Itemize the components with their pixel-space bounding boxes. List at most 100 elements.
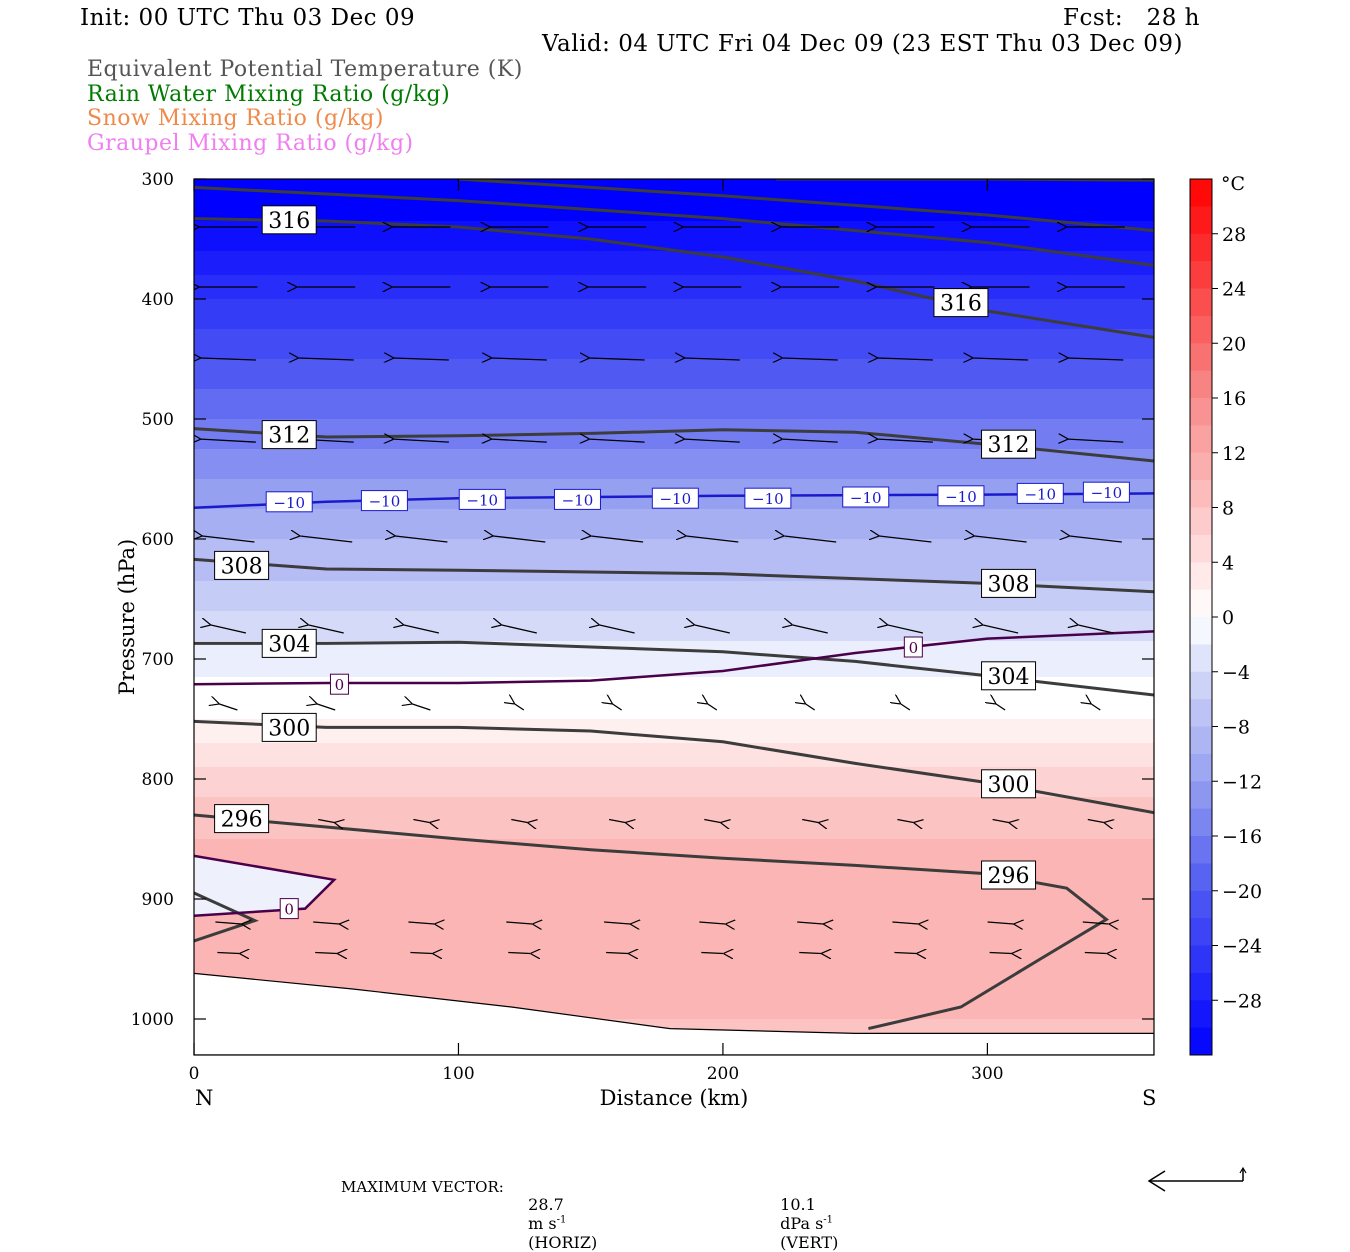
wind-vector: [394, 439, 449, 442]
colorbar-tick-label: −24: [1222, 936, 1262, 958]
temperature-band: [194, 383, 1154, 390]
temperature-band: [194, 251, 1154, 258]
wind-vector: [410, 953, 432, 954]
colorbar-swatch: [1190, 781, 1212, 810]
wind-vector: [317, 704, 336, 711]
colorbar-tick-label: 16: [1222, 388, 1246, 410]
wind-vector: [983, 625, 1019, 634]
reference-vector-icon: [1147, 1166, 1247, 1192]
temperature-band: [194, 635, 1154, 642]
temperature-band: [194, 611, 1154, 618]
theta-e-contour: [194, 891, 259, 943]
x-end-label-north: N: [195, 1086, 213, 1110]
wind-vector: [508, 953, 530, 954]
wind-vector: [613, 704, 622, 711]
theta-e-contour: [194, 185, 1154, 267]
colorbar-swatch: [1190, 343, 1212, 372]
wind-vector: [897, 820, 913, 823]
wind-vector: [315, 953, 337, 954]
temperature-band: [194, 323, 1154, 330]
colorbar-swatch: [1190, 370, 1212, 399]
temperature-label-box: [329, 673, 349, 695]
wind-vector: [408, 922, 434, 924]
wind-vector: [1068, 439, 1124, 442]
temperature-band: [194, 557, 1154, 564]
temperature-band: [194, 185, 1154, 192]
wind-vector: [217, 953, 239, 954]
temperature-band: [194, 239, 1154, 246]
colorbar-swatch: [1190, 836, 1212, 864]
temperature-contour-label: −10: [273, 494, 305, 512]
temperature-band: [194, 389, 1154, 396]
temperature-band: [194, 413, 1154, 420]
temperature-band: [194, 683, 1154, 690]
temperature-band: [194, 455, 1154, 462]
wind-vector: [888, 625, 924, 634]
temperature-contour-label: −10: [466, 491, 498, 509]
temperature-band: [194, 881, 1154, 888]
colorbar-swatch: [1190, 562, 1212, 591]
temperature-band: [194, 359, 1154, 366]
wind-vector: [799, 953, 821, 954]
temperature-band: [194, 899, 1154, 906]
temperature-band: [194, 431, 1154, 438]
legend-graupel: Graupel Mixing Ratio (g/kg): [87, 131, 414, 156]
temperature-contour: [194, 854, 337, 918]
wind-vector: [901, 704, 911, 711]
temperature-band: [194, 827, 1154, 834]
theta-e-contour-label: 312: [268, 424, 310, 449]
temperature-band: [194, 965, 1154, 972]
temperature-label-box: [842, 486, 890, 508]
theta-e-label-box: [214, 804, 270, 834]
cold-pocket: [194, 855, 335, 916]
temperature-band: [194, 425, 1154, 432]
temperature-band: [194, 545, 1154, 552]
theta-e-contour-label: 312: [988, 433, 1030, 458]
max-vector-label: MAXIMUM VECTOR:: [341, 1178, 504, 1196]
wind-vector: [201, 439, 256, 442]
colorbar-swatch: [1190, 534, 1212, 563]
theta-e-contour: [194, 640, 1154, 697]
colorbar-swatch: [1190, 507, 1212, 536]
y-tick-label: 900: [142, 890, 174, 910]
temperature-band: [194, 911, 1154, 918]
temperature-band: [194, 563, 1154, 570]
temperature-band: [194, 875, 1154, 882]
temperature-band: [194, 299, 1154, 306]
temperature-band: [194, 995, 1154, 1002]
colorbar-swatch: [1190, 315, 1212, 344]
temperature-band: [194, 551, 1154, 558]
temperature-band: [194, 887, 1154, 894]
theta-e-contour-label: 304: [268, 632, 310, 657]
wind-vector: [975, 536, 1027, 543]
temperature-band: [194, 581, 1154, 588]
y-tick-label: 1000: [131, 1010, 174, 1030]
forecast-hour: Fcst: 28 h: [1063, 5, 1200, 31]
theta-e-contour: [775, 179, 1154, 182]
colorbar-tick-label: −12: [1222, 771, 1262, 793]
temperature-contour-label: 0: [335, 676, 345, 694]
wind-vector: [309, 625, 344, 634]
wind-vector: [987, 922, 1014, 924]
wind-vector: [797, 922, 823, 924]
temperature-band: [194, 371, 1154, 378]
temperature-band: [194, 1007, 1154, 1014]
temperature-band: [194, 725, 1154, 732]
colorbar-swatch: [1190, 1000, 1212, 1029]
temperature-band: [194, 269, 1154, 276]
colorbar-tick-label: 20: [1222, 333, 1246, 355]
temperature-band: [194, 815, 1154, 822]
temperature-band: [194, 977, 1154, 984]
horiz-value: 28.7: [528, 1195, 564, 1214]
temperature-band: [194, 959, 1154, 966]
temperature-label-box: [744, 487, 792, 509]
temperature-band: [194, 407, 1154, 414]
wind-vector: [600, 625, 635, 634]
temperature-contour-label: −10: [1091, 484, 1123, 502]
wind-vector: [783, 358, 838, 360]
temperature-band: [194, 443, 1154, 450]
temperature-band: [194, 509, 1154, 516]
temperature-label-box: [265, 491, 313, 513]
plot-frame: [193, 178, 1155, 1056]
theta-e-contour: [194, 719, 1154, 815]
